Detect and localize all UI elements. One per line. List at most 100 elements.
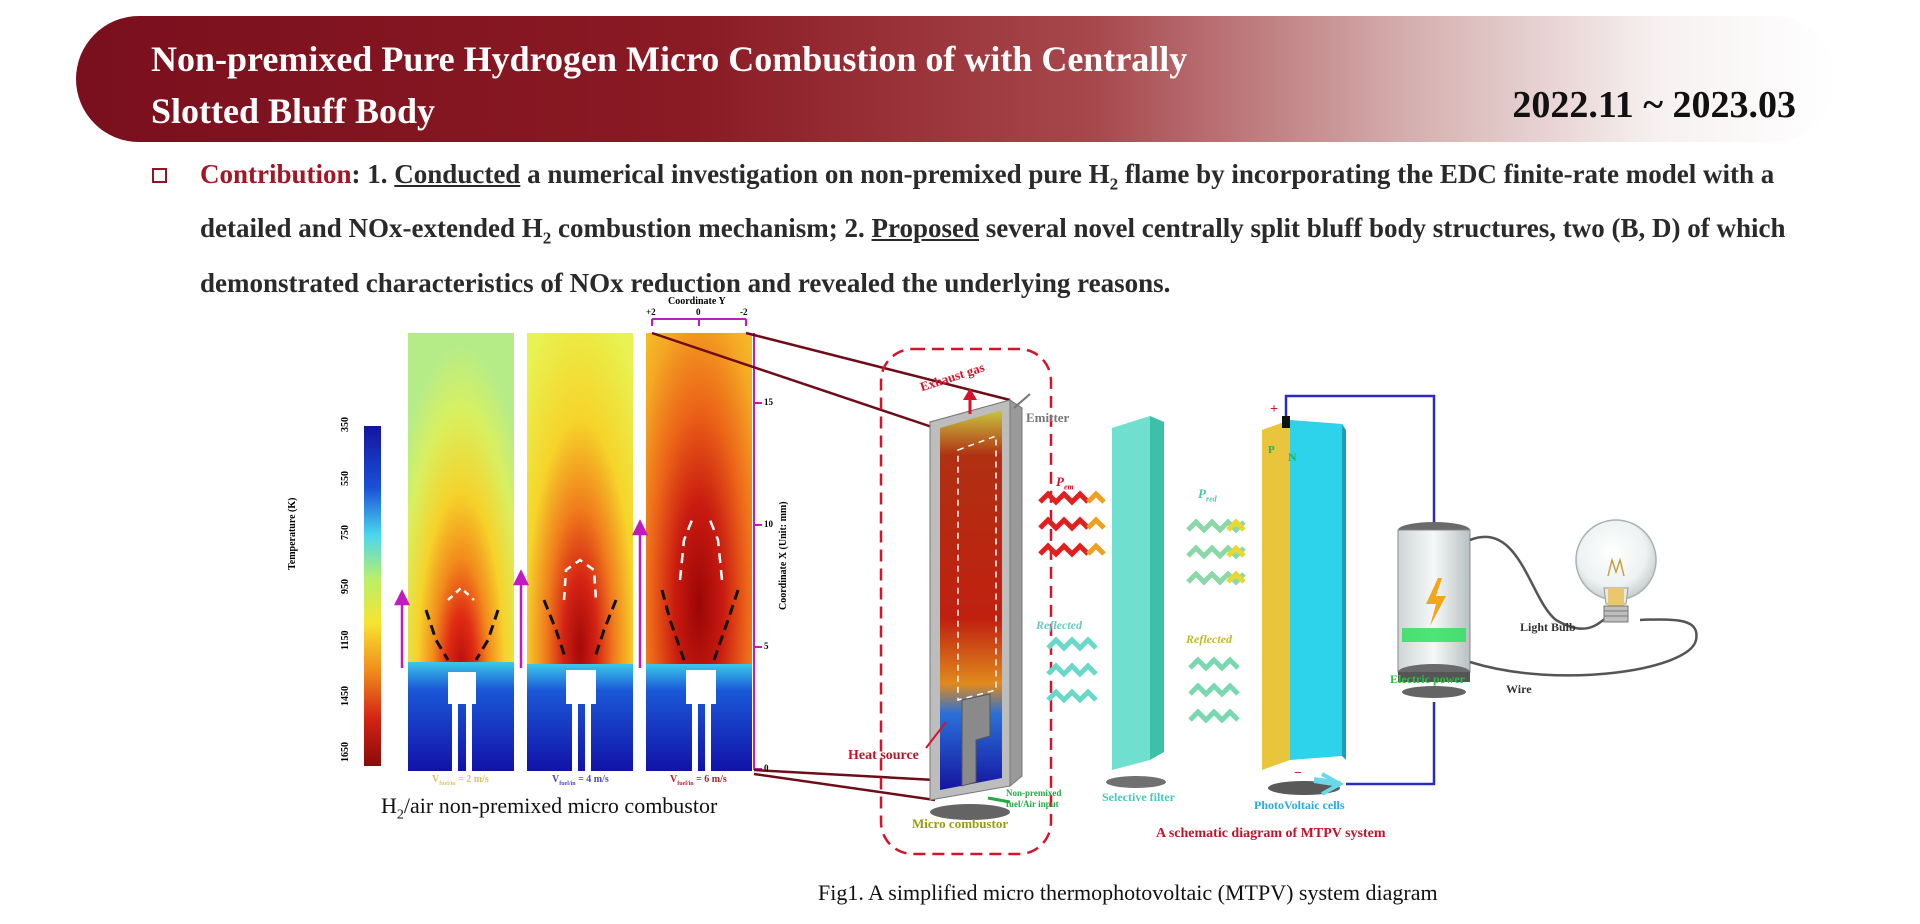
proposed-word: Proposed [871, 213, 980, 244]
reflected-radiation-left-icon [1046, 636, 1098, 704]
bulb-cable [1469, 535, 1698, 677]
coord-y-tick-plus2: +2 [646, 307, 656, 317]
colorbar-tick-950: 950 [340, 579, 351, 594]
combustor-caption: H2/air non-premixed micro combustor [381, 793, 717, 823]
micro-combustor-label: Micro combustor [912, 816, 1009, 831]
combustor-caption-rest: /air non-premixed micro combustor [403, 793, 718, 818]
v1-symbol: V [432, 774, 440, 785]
photovoltaic-cells [1262, 416, 1346, 795]
title-line-1: Non-premixed Pure Hydrogen Micro Combust… [151, 39, 1188, 79]
reflected-label-left: Reflected [1036, 618, 1082, 632]
heat-source-arrow [925, 721, 947, 749]
coord-y-title: Coordinate Y [668, 296, 726, 307]
v2-subscript: fuel/in [559, 781, 576, 787]
coord-x-tick-5: 5 [764, 641, 769, 651]
schematic-title: A schematic diagram of MTPV system [1156, 826, 1386, 841]
p-em-label: Pem [1056, 474, 1074, 492]
n-type-label: N [1288, 450, 1297, 464]
emitted-radiation-icon [1038, 490, 1090, 558]
contribution-label: Contribution [200, 159, 352, 189]
v2-symbol: V [552, 774, 560, 785]
fuel-input-label: Non-premixed fuel/Air input [1006, 788, 1062, 809]
wire-label: Wire [1506, 682, 1532, 696]
flame-panel-1 [408, 333, 514, 771]
combustor-caption-sub: 2 [396, 807, 404, 823]
header-banner [76, 16, 1836, 142]
p-red-subscript: red [1205, 494, 1217, 504]
coordinate-x-axis [753, 333, 762, 770]
current-arrowhead-icon [1321, 772, 1345, 796]
contribution-text-3: flame by incorporating the EDC finite-ra… [200, 159, 1775, 244]
colorbar-tick-550: 550 [340, 471, 351, 486]
v3-symbol: V [670, 774, 678, 785]
coordinate-y-axis [651, 318, 747, 326]
coord-y-tick-0: 0 [696, 307, 701, 317]
colorbar-tick-1650: 1650 [340, 742, 351, 762]
velocity-label-3: Vfuel/in = 6 m/s [670, 774, 727, 787]
selective-filter-label: Selective filter [1102, 790, 1175, 804]
electric-power-label: Electric power [1390, 672, 1465, 686]
light-bulb-label: Light Bulb [1520, 620, 1576, 634]
positive-terminal-label: + [1270, 402, 1278, 417]
flow-arrows [393, 519, 649, 668]
v2-value: = 4 m/s [575, 774, 609, 785]
coord-x-tick-15: 15 [764, 397, 773, 407]
pv-cells-label: PhotoVoltaic cells [1254, 798, 1345, 812]
bullet-square-icon [152, 168, 167, 183]
p-red-symbol: P [1198, 486, 1206, 501]
page-title: Non-premixed Pure Hydrogen Micro Combust… [151, 33, 1351, 137]
temperature-colorbar [364, 426, 381, 766]
p-em-symbol: P [1056, 474, 1064, 489]
p-type-label: P [1268, 444, 1275, 456]
v3-subscript: fuel/in [677, 781, 694, 787]
conducted-word: Conducted [394, 159, 521, 189]
selective-filter [1106, 416, 1166, 788]
combustor-caption-h: H [381, 793, 397, 818]
emitted-radiation-tail-icon [1086, 490, 1106, 556]
coord-x-tick-0: 0 [764, 763, 769, 773]
contribution-text-2: a numerical investigation on non-premixe… [520, 159, 1110, 189]
title-line-2: Slotted Bluff Body [151, 91, 436, 131]
negative-terminal-label: − [1294, 766, 1302, 781]
circuit-wire [1284, 394, 1436, 786]
light-bulb-icon [1575, 519, 1657, 623]
colorbar-tick-1150: 1150 [340, 630, 351, 650]
colorbar-tick-350: 350 [340, 417, 351, 432]
colorbar-tick-1450: 1450 [340, 686, 351, 706]
emitter-arrow [1013, 393, 1031, 409]
subscript-2b: 2 [542, 228, 552, 248]
colorbar-tick-750: 750 [340, 525, 351, 540]
red-radiation-tail-icon [1226, 518, 1246, 584]
v1-subscript: fuel/in [439, 781, 456, 787]
p-red-label: Pred [1198, 486, 1217, 504]
v1-value: = 2 m/s [455, 774, 489, 785]
contribution-paragraph: Contribution: 1. Conducted a numerical i… [200, 152, 1840, 306]
coord-x-title: Coordinate X (Unit: mm) [778, 501, 789, 610]
colorbar-title: Temperature (K) [287, 497, 298, 571]
reflected-radiation-right-icon [1188, 656, 1240, 724]
contribution-text-1: : 1. [351, 159, 395, 189]
velocity-label-1: Vfuel/in = 2 m/s [432, 774, 489, 787]
battery-icon [1397, 522, 1471, 698]
red-radiation-icon [1186, 518, 1246, 586]
date-range: 2022.11 ~ 2023.03 [1512, 84, 1796, 126]
contribution-text-5: several novel centrally split bluff body… [200, 213, 1786, 298]
fuel-input-arrow [987, 796, 1011, 804]
coord-x-tick-10: 10 [764, 519, 773, 529]
reflected-label-right: Reflected [1186, 632, 1232, 646]
contribution-text-4: combustion mechanism; 2. [551, 213, 872, 244]
heat-source-label: Heat source [848, 748, 919, 763]
flame-panel-2 [527, 333, 633, 771]
p-em-subscript: em [1063, 482, 1074, 492]
projection-lines [651, 331, 1011, 802]
velocity-label-2: Vfuel/in = 4 m/s [552, 774, 609, 787]
subscript-2: 2 [1109, 174, 1119, 194]
emitter-label: Emitter [1026, 410, 1070, 425]
micro-combustor [928, 399, 1024, 820]
figure-caption: Fig1. A simplified micro thermophotovolt… [818, 880, 1438, 905]
flame-panel-3 [646, 333, 752, 771]
v3-value: = 6 m/s [693, 774, 727, 785]
coord-y-tick-minus2: -2 [740, 307, 748, 317]
